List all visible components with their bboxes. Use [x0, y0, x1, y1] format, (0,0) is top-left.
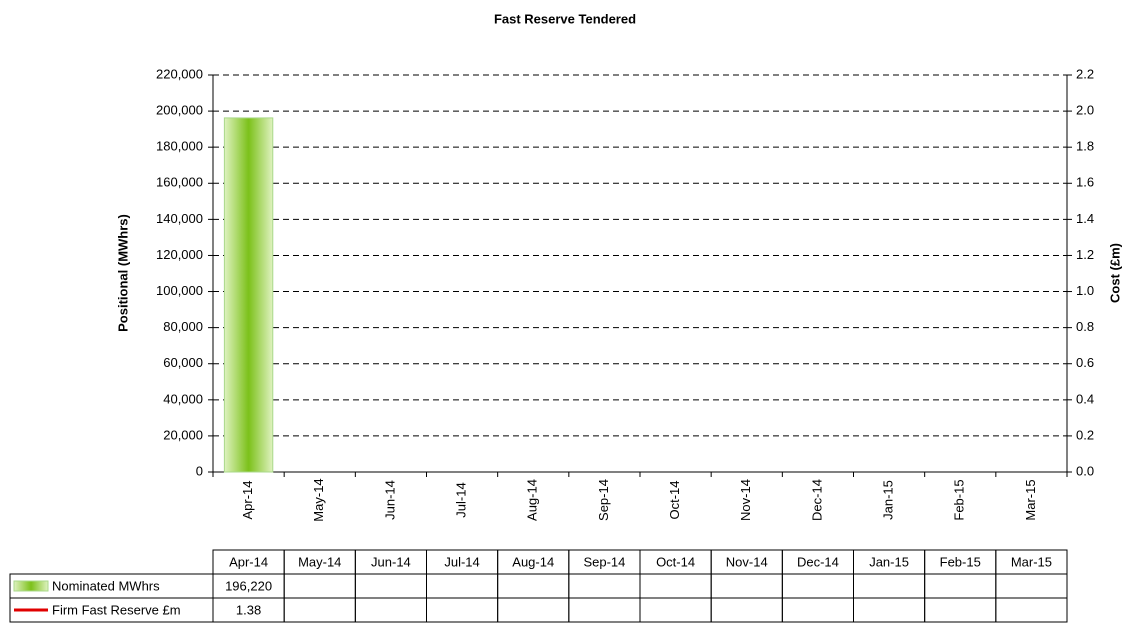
y2-tick-label: 2.2 — [1076, 66, 1094, 81]
legend-swatch — [13, 580, 49, 592]
table-cell — [354, 573, 428, 599]
y2-tick-label: 0.8 — [1076, 319, 1094, 334]
y-axis-title: Positional (MWhrs) — [115, 214, 130, 332]
table-header: Apr-14 — [229, 554, 268, 569]
y2-axis-title: Cost (£m) — [1107, 243, 1122, 303]
y2-tick-label: 1.0 — [1076, 283, 1094, 298]
y2-tick-label: 0.4 — [1076, 391, 1094, 406]
table-cell — [283, 597, 356, 623]
x-tick-label: Sep-14 — [596, 479, 611, 521]
y-tick-label: 180,000 — [156, 139, 203, 154]
x-tick-label: Feb-15 — [952, 479, 967, 520]
table-value: 196,220 — [225, 578, 272, 593]
table-cell — [853, 573, 926, 599]
table-header: May-14 — [298, 554, 341, 569]
table-header: Jan-15 — [869, 554, 909, 569]
table-header: Oct-14 — [656, 554, 695, 569]
table-cell — [781, 597, 854, 623]
y-tick-label: 60,000 — [163, 355, 203, 370]
x-tick-label: Jun-14 — [382, 480, 397, 520]
y2-tick-label: 2.0 — [1076, 103, 1094, 118]
table-cell — [426, 573, 499, 599]
x-tick-label: Apr-14 — [240, 480, 255, 519]
y-tick-label: 20,000 — [163, 427, 203, 442]
table-cell — [354, 597, 428, 623]
y2-tick-label: 0.0 — [1076, 463, 1094, 478]
x-tick-label: May-14 — [311, 478, 326, 521]
x-tick-label: Jul-14 — [454, 482, 469, 517]
table-header: Jun-14 — [371, 554, 411, 569]
table-cell — [568, 573, 641, 599]
table-cell — [781, 573, 854, 599]
table-cell — [639, 597, 712, 623]
y2-tick-label: 0.6 — [1076, 355, 1094, 370]
x-tick-label: Nov-14 — [738, 479, 753, 521]
table-value: 1.38 — [236, 602, 261, 617]
table-cell — [426, 597, 499, 623]
y2-tick-label: 1.6 — [1076, 175, 1094, 190]
y-tick-label: 0 — [196, 463, 203, 478]
y-tick-label: 120,000 — [156, 247, 203, 262]
table-header: Mar-15 — [1011, 554, 1052, 569]
table-cell — [568, 597, 641, 623]
table-cell — [497, 573, 570, 599]
x-tick-label: Jan-15 — [881, 480, 896, 520]
x-tick-label: Aug-14 — [525, 479, 540, 521]
table-cell — [497, 597, 570, 623]
y-tick-label: 100,000 — [156, 283, 203, 298]
bar — [223, 117, 274, 473]
legend-label: Nominated MWhrs — [52, 578, 160, 593]
table-header: Aug-14 — [512, 554, 554, 569]
table-header: Dec-14 — [797, 554, 839, 569]
y2-tick-label: 1.2 — [1076, 247, 1094, 262]
table-header: Sep-14 — [583, 554, 625, 569]
table-cell — [995, 597, 1068, 623]
table-cell — [710, 573, 783, 599]
x-tick-label: Oct-14 — [667, 480, 682, 519]
y-tick-label: 160,000 — [156, 175, 203, 190]
table-cell — [283, 573, 356, 599]
table-cell — [639, 573, 712, 599]
y-tick-label: 220,000 — [156, 66, 203, 81]
table-cell — [710, 597, 783, 623]
legend-label: Firm Fast Reserve £m — [52, 602, 181, 617]
table-header: Nov-14 — [726, 554, 768, 569]
chart-title: Fast Reserve Tendered — [494, 11, 636, 26]
table-cell — [995, 573, 1068, 599]
table-header: Jul-14 — [444, 554, 479, 569]
y-tick-label: 40,000 — [163, 391, 203, 406]
y2-tick-label: 1.8 — [1076, 139, 1094, 154]
y2-tick-label: 0.2 — [1076, 427, 1094, 442]
table-cell — [924, 597, 997, 623]
y-tick-label: 200,000 — [156, 103, 203, 118]
table-cell — [853, 597, 926, 623]
y2-tick-label: 1.4 — [1076, 211, 1094, 226]
x-tick-label: Dec-14 — [809, 479, 824, 521]
table-cell — [924, 573, 997, 599]
table-header: Feb-15 — [940, 554, 981, 569]
y-tick-label: 140,000 — [156, 211, 203, 226]
x-tick-label: Mar-15 — [1023, 479, 1038, 520]
y-tick-label: 80,000 — [163, 319, 203, 334]
